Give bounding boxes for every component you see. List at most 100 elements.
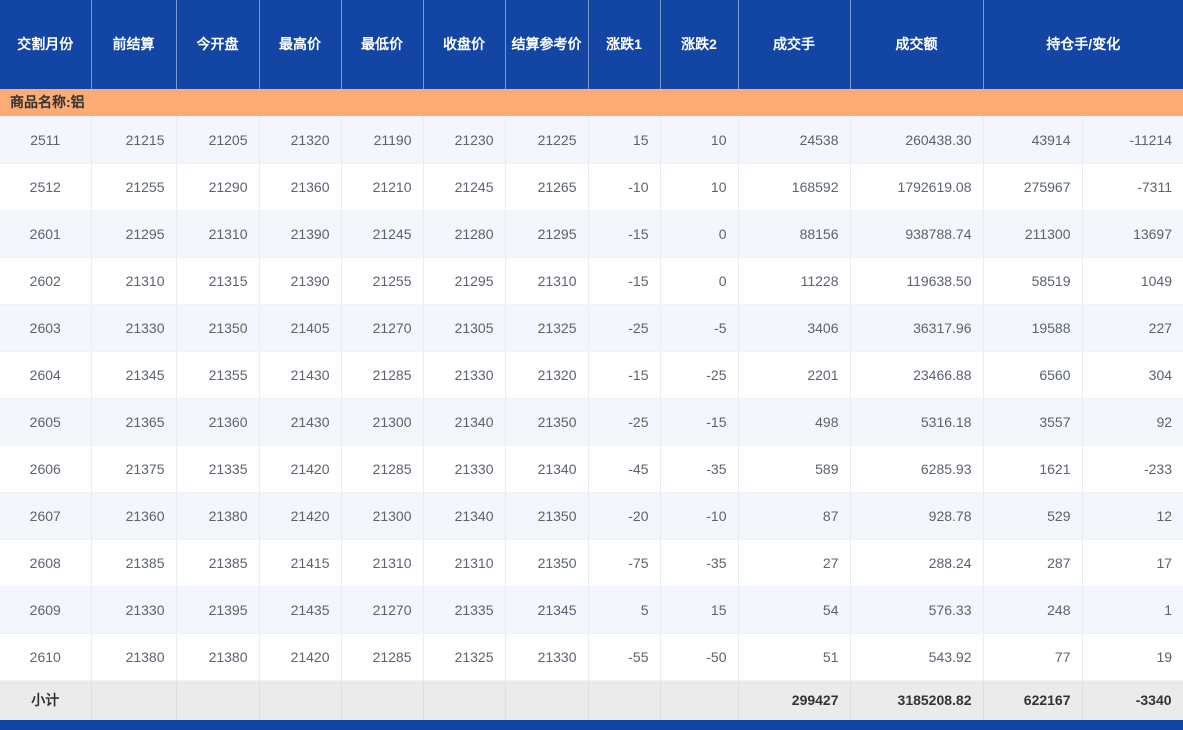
cell-open-interest: 3557 bbox=[983, 398, 1083, 446]
cell-change2: 0 bbox=[660, 257, 739, 305]
cell-close: 21330 bbox=[423, 445, 506, 493]
cell-oi-change: 19 bbox=[1082, 633, 1183, 681]
cell-low: 21310 bbox=[341, 539, 424, 587]
cell-delivery-month: 2609 bbox=[0, 586, 92, 634]
cell-prev-settlement: 21330 bbox=[91, 586, 177, 634]
cell-high: 21435 bbox=[259, 586, 342, 634]
cell-prev-settlement: 21310 bbox=[91, 257, 177, 305]
cell-settlement-ref: 21350 bbox=[505, 492, 589, 540]
cell-volume: 11228 bbox=[738, 257, 851, 305]
cell-change2: -35 bbox=[660, 539, 739, 587]
table-row: 2605 21365 21360 21430 21300 21340 21350 -25 -15… bbox=[0, 398, 1183, 446]
cell-turnover: 119638.50 bbox=[850, 257, 984, 305]
cell-low: 21255 bbox=[341, 257, 424, 305]
cell-open: 21290 bbox=[176, 163, 260, 211]
table-row: 2601 21295 21310 21390 21245 21280 21295 -15 0 88… bbox=[0, 210, 1183, 258]
table-row: 2512 21255 21290 21360 21210 21245 21265 -10 10 1… bbox=[0, 163, 1183, 211]
table-row: 2511 21215 21205 21320 21190 21230 21225 15 10 24… bbox=[0, 116, 1183, 164]
table-header-row: 交割月份 前结算 今开盘 最高价 最低价 收盘价 结算参考价 涨跌1 涨跌2 成… bbox=[0, 0, 1183, 89]
cell-oi-change: 92 bbox=[1082, 398, 1183, 446]
cell-oi-change: 304 bbox=[1082, 351, 1183, 399]
subtotal-row: 小计 299427 3185208.82 622167 -3340 bbox=[0, 680, 1183, 720]
cell-prev-settlement: 21360 bbox=[91, 492, 177, 540]
cell-change2: 15 bbox=[660, 586, 739, 634]
cell-settlement-ref: 21350 bbox=[505, 398, 589, 446]
cell-volume: 88156 bbox=[738, 210, 851, 258]
column-header-low: 最低价 bbox=[341, 0, 424, 89]
cell-change2: 10 bbox=[660, 163, 739, 211]
cell-open-interest: 275967 bbox=[983, 163, 1083, 211]
cell-open: 21395 bbox=[176, 586, 260, 634]
cell-settlement-ref: 21325 bbox=[505, 304, 589, 352]
commodity-group-row: 商品名称:铝 bbox=[0, 89, 1183, 117]
cell-close bbox=[423, 680, 506, 720]
cell-change2 bbox=[660, 680, 739, 720]
cell-change2: -5 bbox=[660, 304, 739, 352]
cell-change2: -25 bbox=[660, 351, 739, 399]
table-row: 2604 21345 21355 21430 21285 21330 21320 -15 -25… bbox=[0, 351, 1183, 399]
cell-prev-settlement: 21345 bbox=[91, 351, 177, 399]
cell-high: 21420 bbox=[259, 633, 342, 681]
cell-prev-settlement: 21385 bbox=[91, 539, 177, 587]
cell-settlement-ref: 21310 bbox=[505, 257, 589, 305]
cell-volume: 498 bbox=[738, 398, 851, 446]
cell-open-interest: 6560 bbox=[983, 351, 1083, 399]
table-row: 2608 21385 21385 21415 21310 21310 21350 -75 -35… bbox=[0, 539, 1183, 587]
cell-open: 21315 bbox=[176, 257, 260, 305]
cell-volume: 2201 bbox=[738, 351, 851, 399]
column-header-settlement-ref: 结算参考价 bbox=[505, 0, 589, 89]
cell-high: 21420 bbox=[259, 445, 342, 493]
cell-delivery-month: 2604 bbox=[0, 351, 92, 399]
cell-turnover: 938788.74 bbox=[850, 210, 984, 258]
cell-settlement-ref: 21265 bbox=[505, 163, 589, 211]
cell-low: 21210 bbox=[341, 163, 424, 211]
cell-change1: -15 bbox=[588, 351, 661, 399]
cell-delivery-month: 2606 bbox=[0, 445, 92, 493]
cell-high: 21430 bbox=[259, 351, 342, 399]
cell-oi-change: 1049 bbox=[1082, 257, 1183, 305]
cell-prev-settlement: 21330 bbox=[91, 304, 177, 352]
table-row: 2607 21360 21380 21420 21300 21340 21350 -20 -10… bbox=[0, 492, 1183, 540]
cell-open: 21380 bbox=[176, 492, 260, 540]
column-header-change1: 涨跌1 bbox=[588, 0, 661, 89]
column-header-turnover: 成交额 bbox=[850, 0, 984, 89]
table-body: 商品名称:铝 2511 21215 21205 21320 21190 21230 2122… bbox=[0, 89, 1183, 720]
cell-delivery-month: 2608 bbox=[0, 539, 92, 587]
cell-change1: 5 bbox=[588, 586, 661, 634]
cell-volume: 87 bbox=[738, 492, 851, 540]
cell-change1: -15 bbox=[588, 210, 661, 258]
cell-low: 21285 bbox=[341, 351, 424, 399]
cell-low: 21285 bbox=[341, 445, 424, 493]
cell-open-interest: 622167 bbox=[983, 680, 1083, 720]
cell-high: 21360 bbox=[259, 163, 342, 211]
cell-prev-settlement: 21295 bbox=[91, 210, 177, 258]
cell-change1: -25 bbox=[588, 398, 661, 446]
cell-open-interest: 248 bbox=[983, 586, 1083, 634]
cell-volume: 299427 bbox=[738, 680, 851, 720]
cell-high bbox=[259, 680, 342, 720]
cell-open-interest: 1621 bbox=[983, 445, 1083, 493]
cell-close: 21340 bbox=[423, 492, 506, 540]
cell-close: 21245 bbox=[423, 163, 506, 211]
cell-change2: 10 bbox=[660, 116, 739, 164]
cell-oi-change: 17 bbox=[1082, 539, 1183, 587]
cell-high: 21390 bbox=[259, 210, 342, 258]
cell-delivery-month: 2607 bbox=[0, 492, 92, 540]
cell-high: 21320 bbox=[259, 116, 342, 164]
cell-change1: -55 bbox=[588, 633, 661, 681]
cell-high: 21405 bbox=[259, 304, 342, 352]
cell-volume: 168592 bbox=[738, 163, 851, 211]
cell-delivery-month: 2511 bbox=[0, 116, 92, 164]
cell-prev-settlement: 21215 bbox=[91, 116, 177, 164]
cell-volume: 24538 bbox=[738, 116, 851, 164]
cell-oi-change: 1 bbox=[1082, 586, 1183, 634]
cell-change2: -10 bbox=[660, 492, 739, 540]
cell-low: 21300 bbox=[341, 398, 424, 446]
cell-high: 21420 bbox=[259, 492, 342, 540]
cell-settlement-ref: 21350 bbox=[505, 539, 589, 587]
cell-close: 21335 bbox=[423, 586, 506, 634]
column-header-delivery-month: 交割月份 bbox=[0, 0, 92, 89]
cell-oi-change: -3340 bbox=[1082, 680, 1183, 720]
cell-delivery-month: 2602 bbox=[0, 257, 92, 305]
